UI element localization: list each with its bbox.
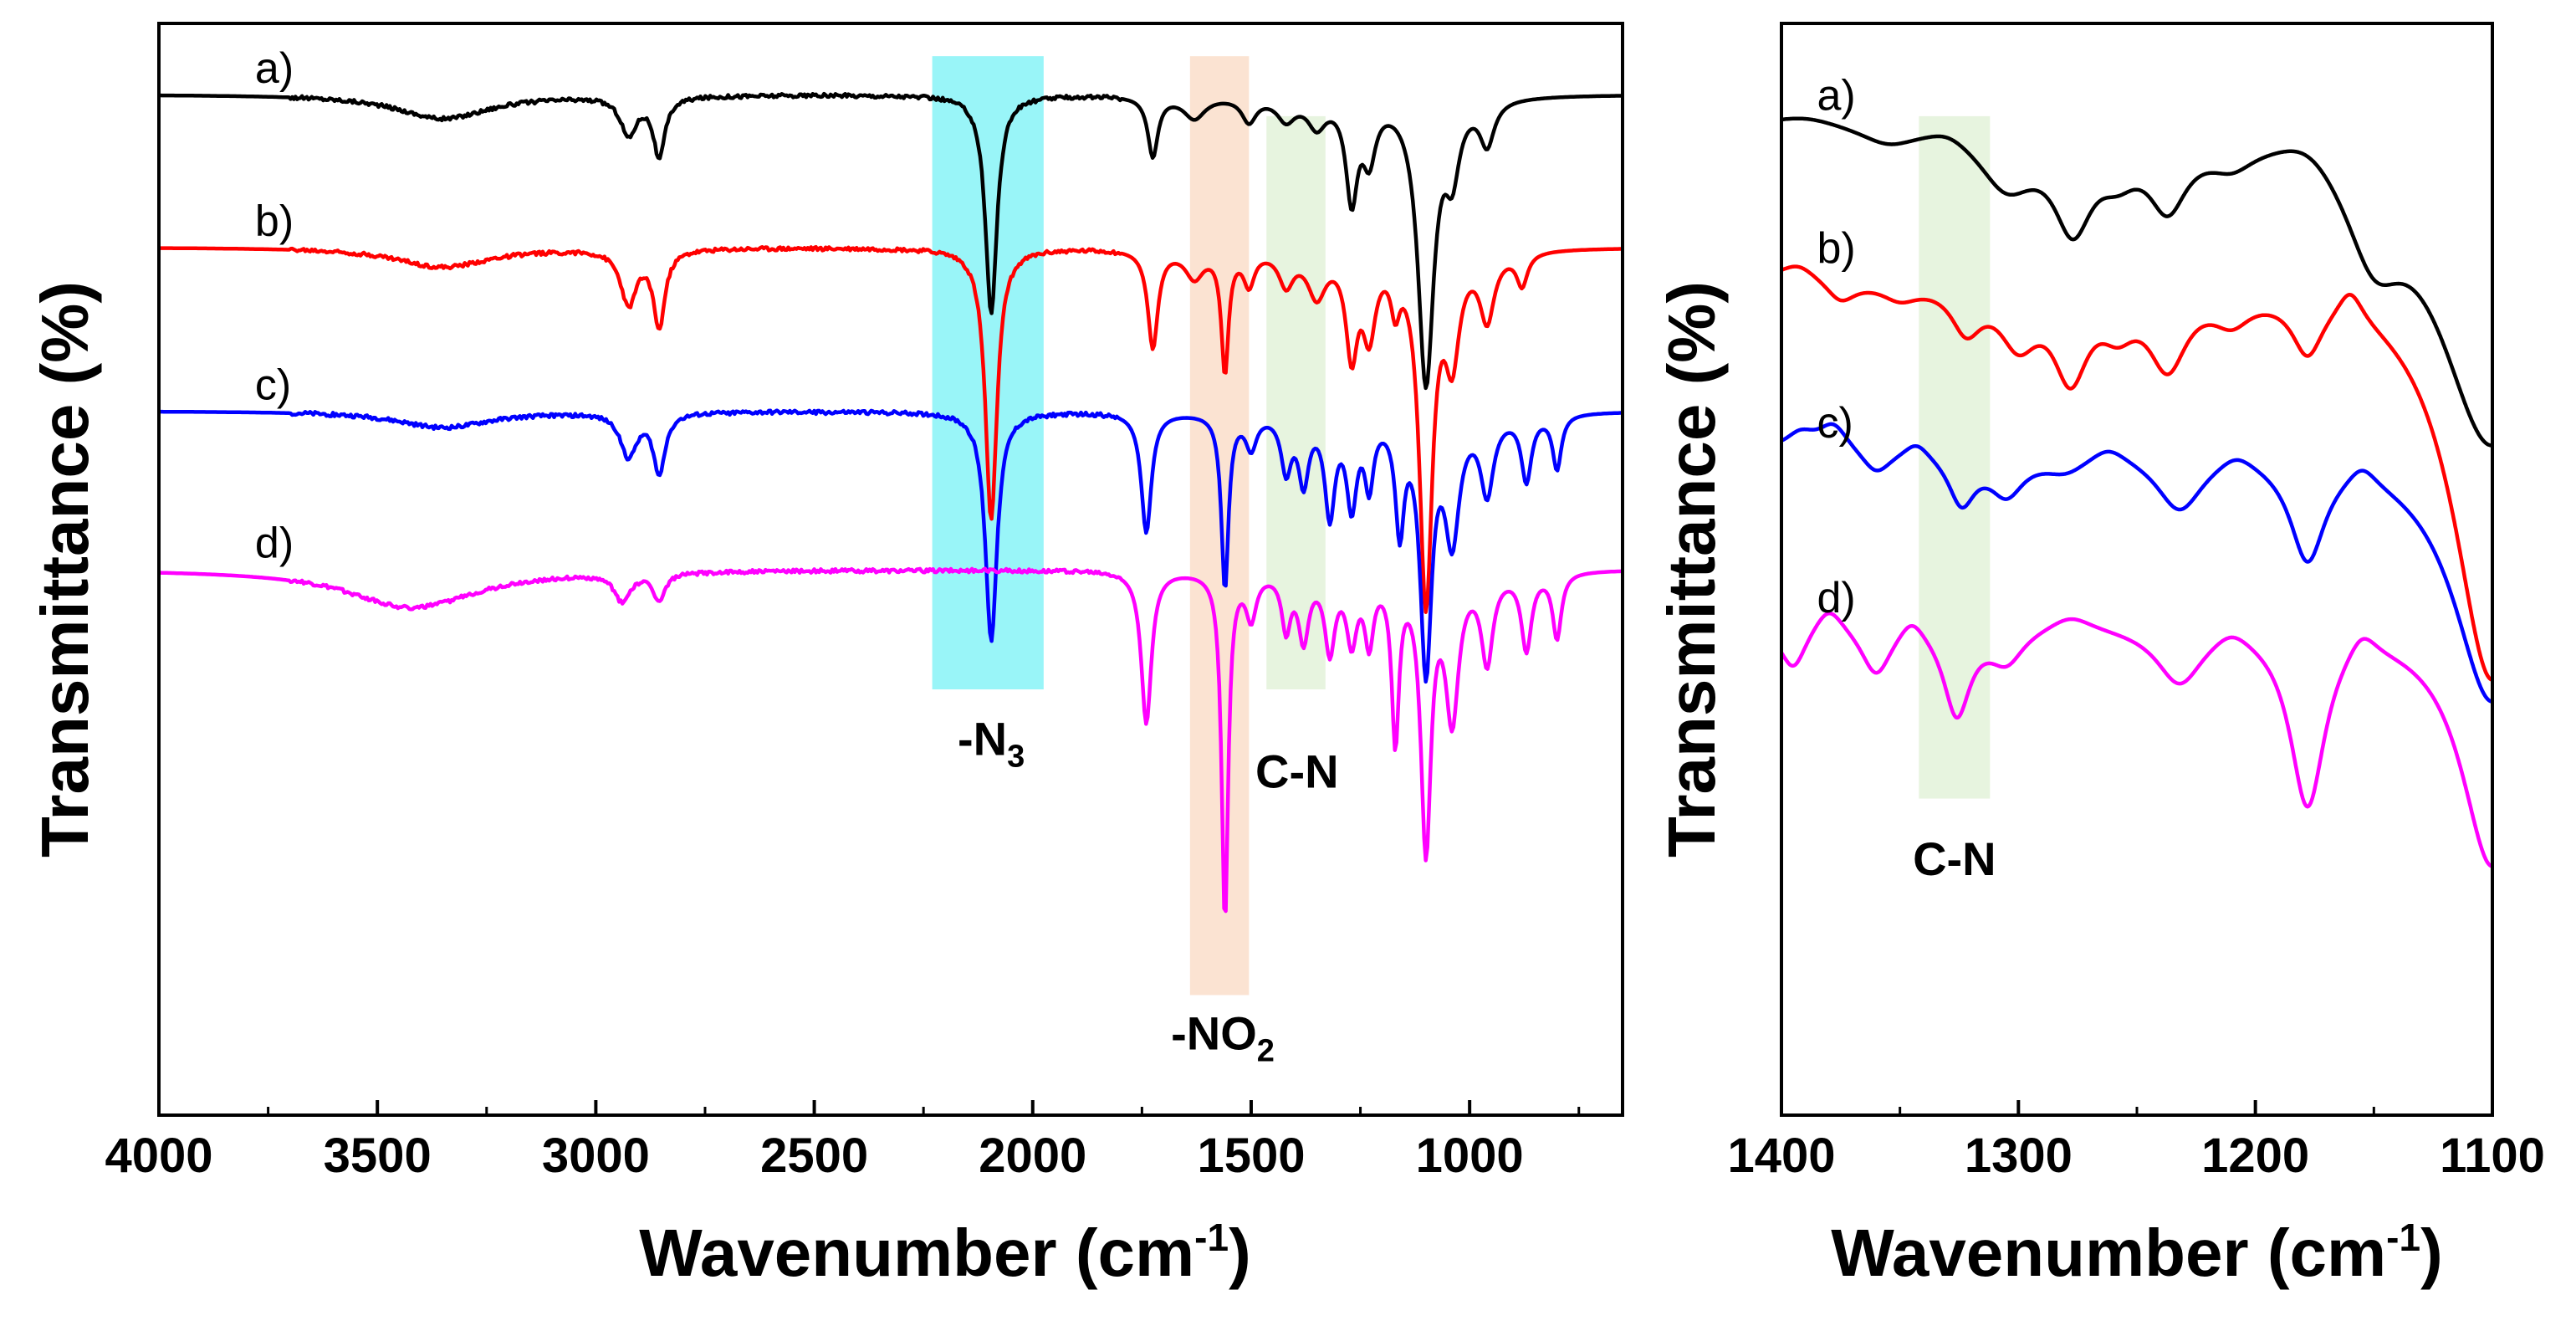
x-tick-label: 1000	[1416, 1129, 1524, 1183]
x-tick-label: 1300	[1965, 1129, 2073, 1183]
x-tick-label: 4000	[105, 1129, 212, 1183]
series-line-c	[159, 408, 1623, 684]
band-label-n: -N3	[958, 712, 1025, 774]
y-axis-title: Transmittance (%)	[28, 281, 102, 857]
series-line-a	[159, 91, 1623, 391]
band-label-no: -NO2	[1171, 1007, 1275, 1069]
x-tick-label: 3500	[324, 1129, 432, 1183]
x-tick-label: 1200	[2201, 1129, 2309, 1183]
series-line-c	[1781, 422, 2492, 704]
x-tick-label: 3000	[542, 1129, 650, 1183]
series-line-a	[1781, 116, 2492, 448]
highlight-band-no	[1189, 56, 1250, 996]
x-axis-title: Wavenumber (cm-1)	[1831, 1216, 2442, 1290]
band-label-cn: C-N	[1913, 832, 1996, 885]
series-label-c: c)	[255, 361, 291, 409]
x-tick-label: 1400	[1727, 1129, 1835, 1183]
x-tick-label: 1500	[1197, 1129, 1305, 1183]
series-line-b	[1781, 264, 2492, 682]
series-line-d	[1781, 611, 2492, 868]
x-tick-label: 1100	[2440, 1129, 2545, 1183]
x-tick-label: 2500	[760, 1129, 868, 1183]
series-line-b	[159, 244, 1623, 614]
left-panel: a) b) c) d) -N3 -NO2 C-N 4000 3500 3000 2500 2000 15…	[28, 22, 1624, 1290]
series-label-b: b)	[1817, 224, 1856, 273]
series-label-d: d)	[255, 520, 294, 568]
series-group	[159, 91, 1623, 914]
x-tick-label: 2000	[979, 1129, 1086, 1183]
x-axis-title: Wavenumber (cm-1)	[639, 1216, 1250, 1290]
series-label-c: c)	[1817, 399, 1853, 448]
series-line-d	[159, 566, 1623, 914]
series-group	[1781, 116, 2492, 868]
series-label-b: b)	[255, 197, 294, 246]
series-label-a: a)	[255, 44, 294, 93]
axes-frame	[157, 22, 1624, 1117]
series-label-a: a)	[1817, 71, 1856, 120]
y-axis-title: Transmittance (%)	[1654, 281, 1729, 857]
right-panel: a) b) c) d) C-N 1400 1300 1200 1100 Wavenumber (c…	[1654, 22, 2545, 1290]
band-label-cn: C-N	[1255, 745, 1339, 798]
series-label-d: d)	[1817, 574, 1856, 622]
